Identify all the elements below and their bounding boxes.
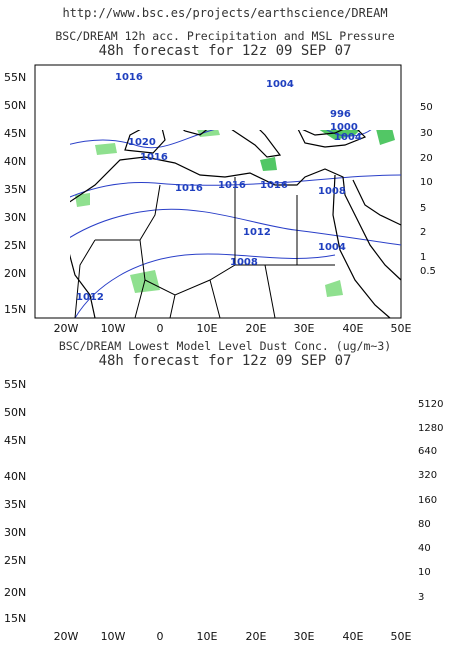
- lon-label: 40E: [342, 630, 364, 643]
- lon-label: 0: [156, 322, 164, 335]
- top-panel-subtitle: 48h forecast for 12z 09 SEP 07: [98, 43, 352, 59]
- colorbar-label: 5120: [418, 399, 444, 410]
- colorbar-label: 5: [420, 203, 427, 214]
- lat-label: 55N: [4, 71, 27, 84]
- colorbar-label: 10: [420, 177, 433, 188]
- lat-label: 40N: [4, 155, 27, 168]
- bottom-panel-subtitle: 48h forecast for 12z 09 SEP 07: [98, 353, 352, 369]
- lon-label: 10E: [196, 630, 218, 643]
- lat-label: 25N: [4, 239, 27, 252]
- lat-label: 15N: [4, 303, 27, 316]
- lon-label: 30E: [293, 630, 315, 643]
- colorbar-label: 1280: [418, 423, 444, 434]
- colorbar-label: 80: [418, 519, 431, 530]
- colorbar-label: 320: [418, 470, 438, 481]
- lon-label: 40E: [342, 322, 364, 335]
- isobar-label: 1004: [334, 132, 362, 143]
- lat-label: 40N: [4, 470, 27, 483]
- isobar-label: 1004: [318, 242, 346, 253]
- lat-label: 55N: [4, 378, 27, 391]
- lon-label: 20W: [53, 322, 79, 335]
- lat-label: 15N: [4, 612, 27, 625]
- lat-label: 50N: [4, 99, 27, 112]
- colorbar-label: 160: [418, 495, 438, 506]
- colorbar-label: 1: [420, 252, 427, 263]
- lat-label: 50N: [4, 406, 27, 419]
- lat-label: 35N: [4, 183, 27, 196]
- lon-label: 10W: [100, 322, 126, 335]
- lon-label: 0: [156, 630, 164, 643]
- lat-label: 20N: [4, 267, 27, 280]
- lon-label: 20W: [53, 630, 79, 643]
- colorbar-label: 3: [418, 592, 425, 603]
- isobar-label: 1004: [266, 79, 294, 90]
- lon-label: 20E: [245, 322, 267, 335]
- colorbar-label: 640: [418, 446, 438, 457]
- bottom-panel-title: BSC/DREAM Lowest Model Level Dust Conc. …: [58, 339, 392, 353]
- lat-label: 20N: [4, 586, 27, 599]
- lat-label: 35N: [4, 498, 27, 511]
- lon-label: 50E: [390, 322, 412, 335]
- lon-label: 10W: [100, 630, 126, 643]
- lat-label: 45N: [4, 127, 27, 140]
- lon-label: 20E: [245, 630, 267, 643]
- lat-label: 45N: [4, 434, 27, 447]
- colorbar-label: 20: [420, 153, 433, 164]
- colorbar-label: 30: [420, 128, 433, 139]
- colorbar-label: 10: [418, 567, 431, 578]
- isobar-label: 1012: [243, 227, 271, 238]
- isobar-label: 1008: [230, 257, 258, 268]
- colorbar-label: 50: [420, 102, 433, 113]
- isobar-label: 1008: [318, 186, 346, 197]
- lat-label: 30N: [4, 211, 27, 224]
- isobar-label: 1020: [128, 137, 156, 148]
- colorbar-label: 2: [420, 227, 427, 238]
- lon-label: 30E: [293, 322, 315, 335]
- top-map: [34, 64, 402, 319]
- isobar-lines: [70, 130, 402, 319]
- isobar-label: 1000: [330, 122, 358, 133]
- source-url: http://www.bsc.es/projects/earthscience/…: [62, 6, 388, 20]
- isobar-label: 1012: [76, 292, 104, 303]
- lon-label: 50E: [390, 630, 412, 643]
- top-panel-title: BSC/DREAM 12h acc. Precipitation and MSL…: [55, 29, 395, 43]
- colorbar-label: 0.5: [420, 266, 436, 277]
- lon-label: 10E: [196, 322, 218, 335]
- isobar-label: 1016: [218, 180, 246, 191]
- isobar-label: 1016: [140, 152, 168, 163]
- isobar-label: 996: [330, 109, 351, 120]
- isobar-label: 1016: [115, 72, 143, 83]
- lat-label: 25N: [4, 554, 27, 567]
- isobar-label: 1016: [175, 183, 203, 194]
- lat-label: 30N: [4, 526, 27, 539]
- isobar-label: 1016: [260, 180, 288, 191]
- colorbar-label: 40: [418, 543, 431, 554]
